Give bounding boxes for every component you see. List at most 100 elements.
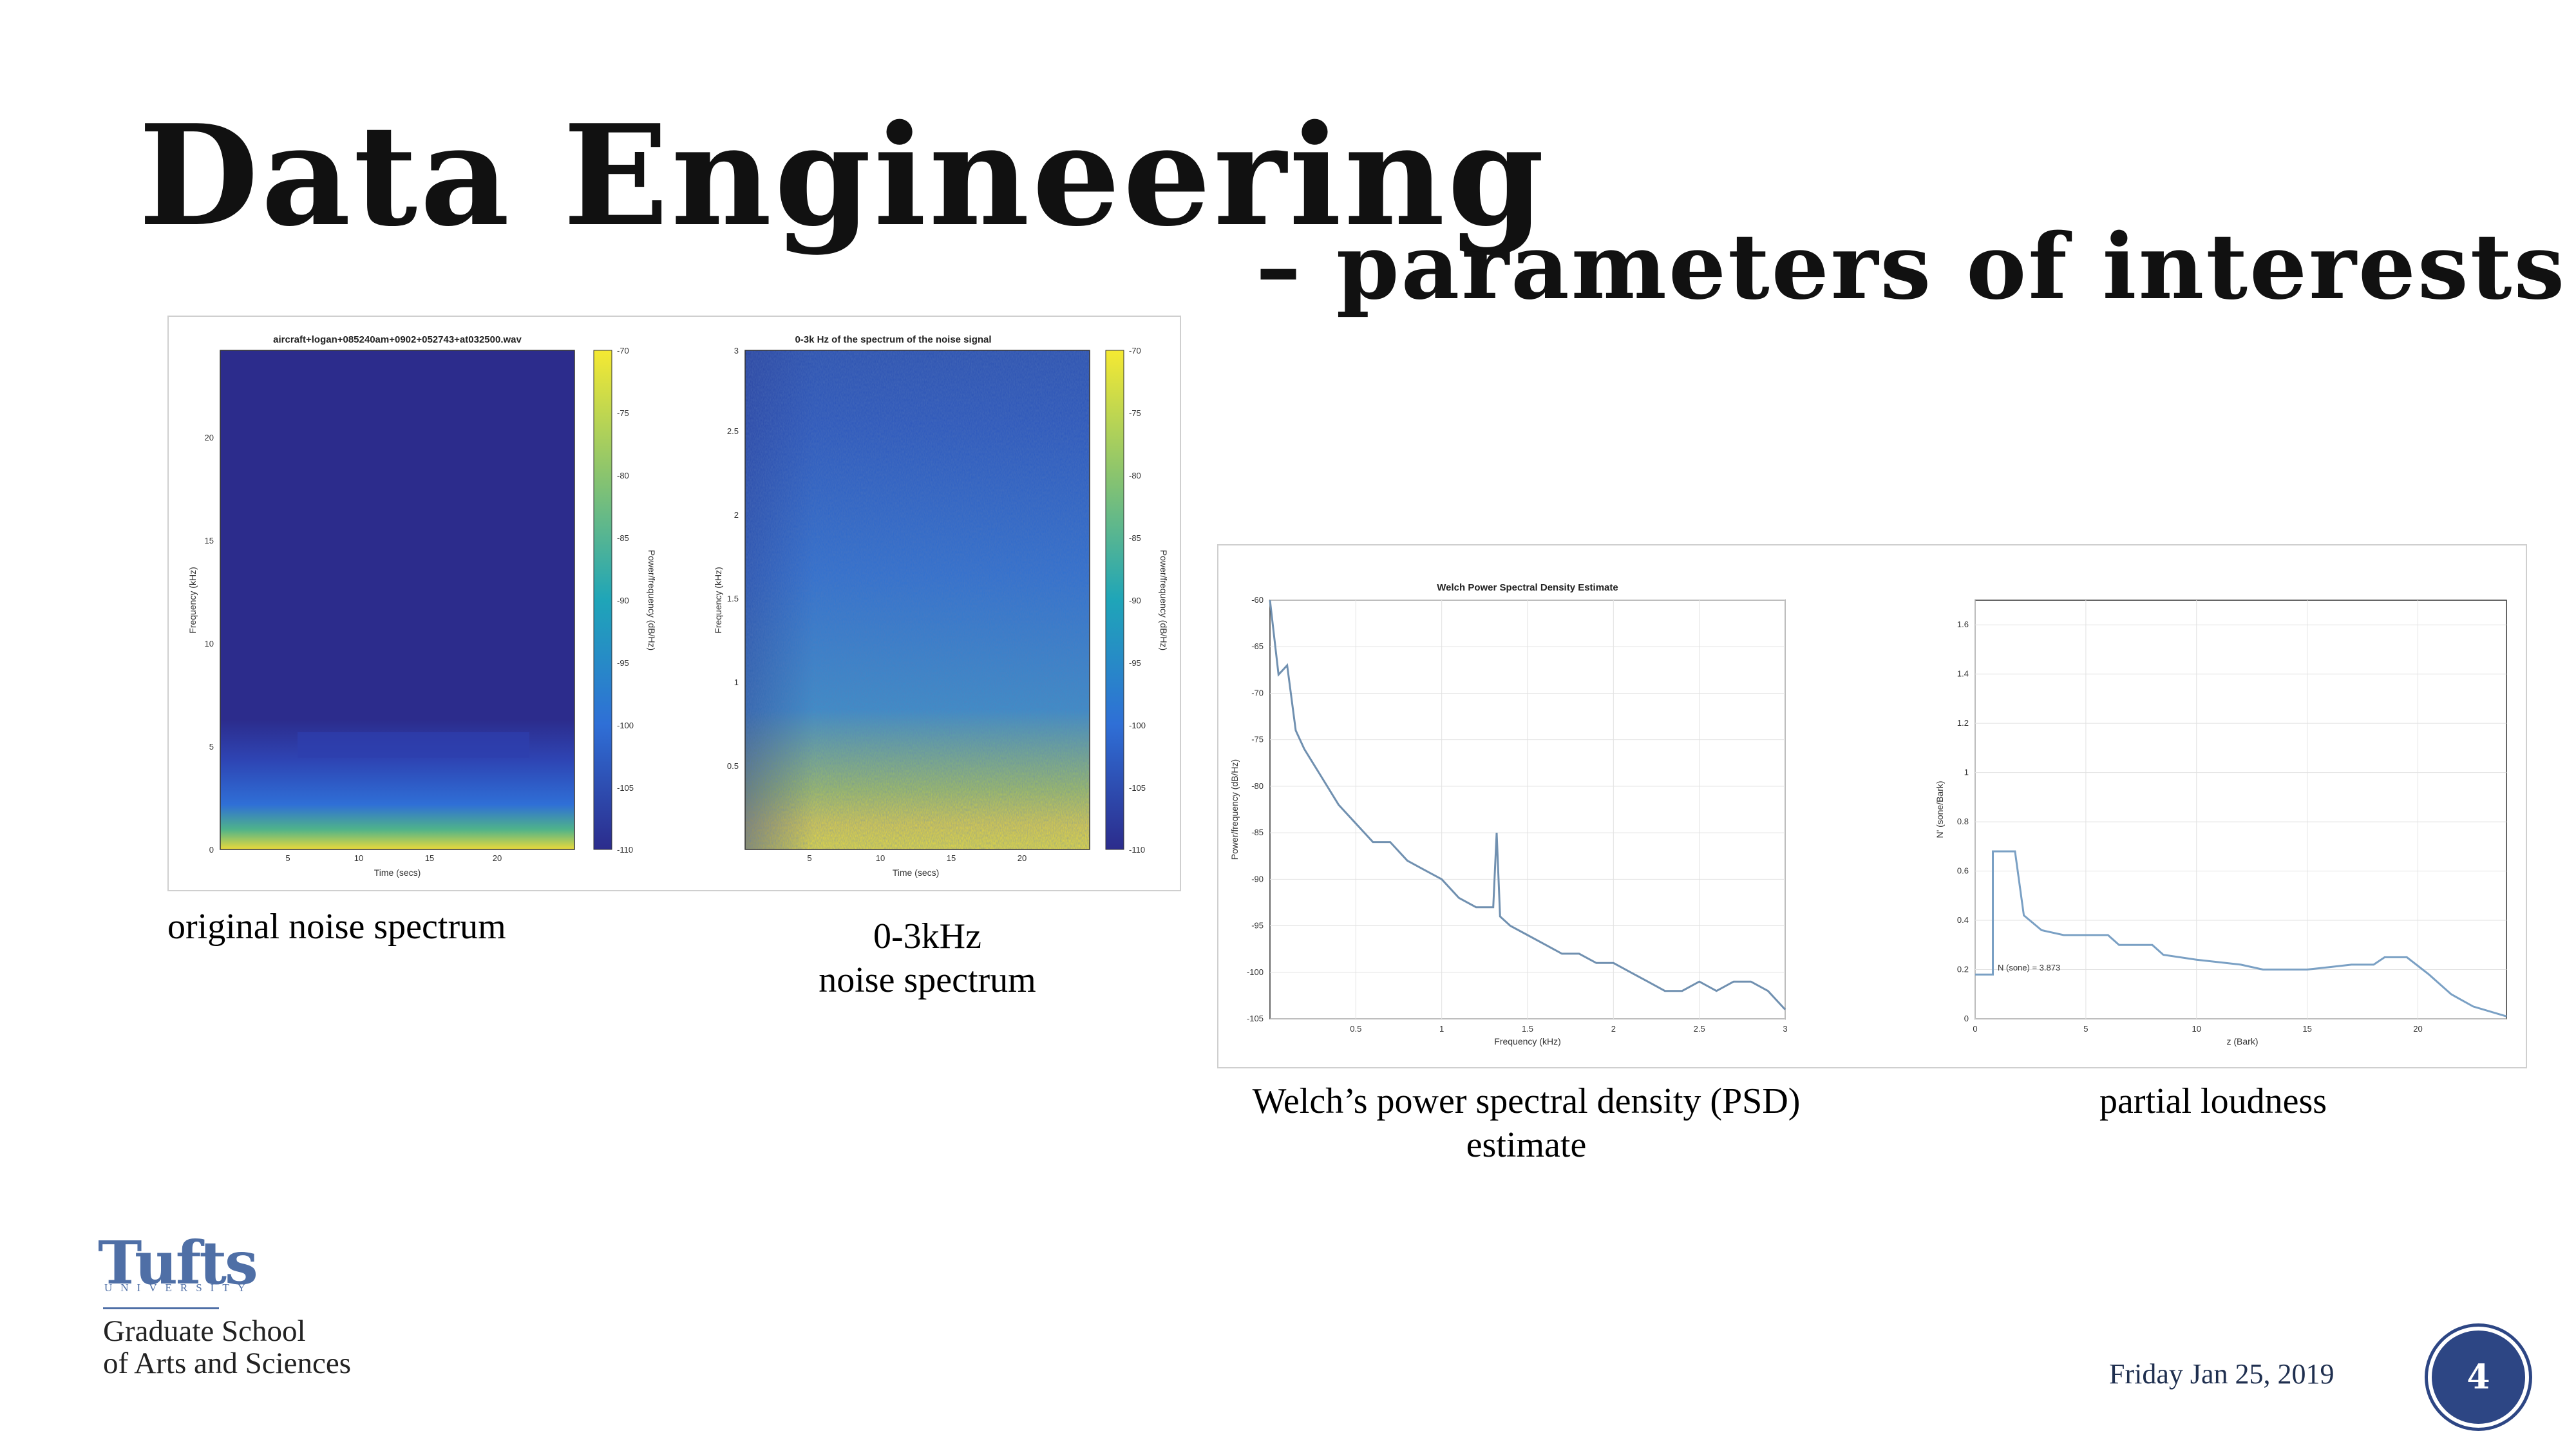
spectrogram-2-colorbar (1105, 350, 1124, 850)
colorbar-tick: -70 (617, 346, 629, 355)
psd-loudness-figure: Welch Power Spectral Density Estimate -6… (1217, 544, 2527, 1068)
caption-welch-line2: estimate (1466, 1125, 1587, 1165)
colorbar-tick: -80 (617, 471, 629, 480)
slide-subtitle: – parameters of interests (1256, 214, 2567, 320)
spectrogram-2-ytick: 3 (734, 346, 739, 355)
spectrogram-1-xtick: 10 (354, 853, 363, 863)
psd-series-line (1269, 600, 1786, 1010)
spectrogram-2-noise (745, 350, 1090, 849)
spectrogram-1-xtick: 5 (285, 853, 290, 863)
spectrogram-2-colorbar-ticks: -70 -75 -80 -85 -90 -95 -100 -105 -110 (1129, 346, 1146, 855)
y-tick-label: -90 (1251, 874, 1264, 884)
x-tick-label: 15 (2302, 1024, 2311, 1034)
y-tick-label: 1 (1964, 768, 1969, 777)
colorbar-tick: -90 (617, 596, 629, 605)
colorbar-tick: -110 (617, 845, 633, 855)
spectrogram-1-yticks: 0 5 10 15 20 (205, 433, 214, 855)
colorbar-tick: -75 (1129, 408, 1141, 418)
spectrogram-1-colorbar (593, 350, 612, 850)
y-tick-label: -85 (1251, 828, 1264, 837)
spectrogram-2-ytick: 2 (734, 510, 739, 520)
caption-welch-line1: Welch’s power spectral density (PSD) (1252, 1081, 1801, 1121)
spectrogram-2-xticks: 5 10 15 20 (807, 853, 1027, 863)
psd-xticks: 0.5 1 1.5 2 2.5 3 (1350, 1024, 1787, 1034)
y-tick-label: -95 (1251, 921, 1264, 931)
spectrogram-1-title: aircraft+logan+085240am+0902+052743+at03… (273, 334, 522, 345)
colorbar-tick: -70 (1129, 346, 1141, 355)
spectrogram-2-ytick: 2.5 (727, 426, 739, 436)
school-name: Graduate School of Arts and Sciences (103, 1315, 351, 1379)
y-tick-label: 0.4 (1957, 915, 1969, 925)
x-tick-label: 2 (1611, 1024, 1616, 1034)
psd-loudness-svg: Welch Power Spectral Density Estimate -6… (1229, 582, 2507, 1046)
spectrogram-1-colorbar-ticks: -70 -75 -80 -85 -90 -95 -100 -105 -110 (617, 346, 634, 855)
spectrogram-1-xlabel: Time (secs) (374, 867, 421, 878)
spectrogram-1-frame (220, 350, 575, 850)
spectrogram-1-plot (220, 350, 574, 849)
tufts-logo-rule (103, 1307, 219, 1309)
school-name-line2: of Arts and Sciences (103, 1347, 352, 1380)
colorbar-tick: -85 (1129, 533, 1141, 543)
spectrogram-1-xticks: 5 10 15 20 (285, 853, 502, 863)
loudness-annotation: N (sone) = 3.873 (1998, 963, 2060, 972)
x-tick-label: 0 (1973, 1024, 1977, 1034)
tufts-logo-wordmark: Tufts (98, 1228, 258, 1298)
y-tick-label: -75 (1251, 735, 1264, 744)
colorbar-tick: -100 (1129, 721, 1146, 730)
x-tick-label: 1 (1439, 1024, 1444, 1034)
x-tick-label: 1.5 (1522, 1024, 1533, 1034)
school-name-line1: Graduate School (103, 1314, 306, 1348)
loudness-grid (1975, 600, 2506, 1019)
caption-khz-spectrum-line2: noise spectrum (819, 960, 1036, 1000)
spectrogram-2-yticks: 0.5 1 1.5 2 2.5 3 (727, 346, 739, 771)
spectrogram-2-xlabel: Time (secs) (893, 867, 940, 878)
psd-xlabel: Frequency (kHz) (1494, 1036, 1560, 1046)
y-tick-label: -65 (1251, 641, 1264, 651)
y-tick-label: -100 (1247, 967, 1264, 977)
colorbar-tick: -110 (1129, 845, 1145, 855)
colorbar-tick: -95 (1129, 658, 1141, 668)
caption-partial-loudness: partial loudness (2099, 1081, 2327, 1121)
spectrogram-2-ytick: 1 (734, 677, 739, 687)
colorbar-tick: -75 (617, 408, 629, 418)
y-tick-label: 0.2 (1957, 965, 1969, 974)
page-number-badge: 4 (2428, 1327, 2529, 1428)
y-tick-label: 1.2 (1957, 718, 1969, 728)
spectrogram-2-xtick: 5 (807, 853, 811, 863)
spectrogram-2-xtick: 15 (947, 853, 956, 863)
x-tick-label: 3 (1783, 1024, 1787, 1034)
spectrogram-1-xtick: 20 (493, 853, 502, 863)
y-tick-label: -70 (1251, 688, 1264, 697)
loudness-series-line (1975, 850, 2507, 1018)
caption-khz-spectrum-line1: 0-3kHz (873, 916, 981, 956)
spectrogram-2-title: 0-3k Hz of the spectrum of the noise sig… (795, 334, 991, 345)
spectrogram-2-xtick: 10 (876, 853, 885, 863)
spectrogram-2-ytick: 0.5 (727, 761, 739, 771)
spectrogram-1-ytick: 10 (205, 639, 214, 649)
spectrogram-2-ylabel: Frequency (kHz) (713, 567, 723, 633)
colorbar-tick: -90 (1129, 596, 1141, 605)
psd-grid (1270, 600, 1786, 1019)
y-tick-label: 1.6 (1957, 620, 1969, 629)
slide-title: Data Engineering (138, 94, 1547, 257)
y-tick-label: 0.8 (1957, 817, 1969, 826)
x-tick-label: 5 (2083, 1024, 2088, 1034)
psd-title: Welch Power Spectral Density Estimate (1437, 582, 1618, 593)
loudness-yticks: 0 0.2 0.4 0.6 0.8 1 1.2 1.4 1.6 (1957, 620, 1969, 1023)
spectrogram-svg: aircraft+logan+085240am+0902+052743+at03… (187, 334, 1169, 878)
spectrogram-1-xtick: 15 (425, 853, 434, 863)
x-tick-label: 10 (2192, 1024, 2201, 1034)
y-tick-label: -80 (1251, 781, 1264, 791)
x-tick-label: 2.5 (1694, 1024, 1705, 1034)
loudness-xlabel: z (Bark) (2227, 1036, 2259, 1046)
loudness-ylabel: N' (sone/Bark) (1935, 781, 1945, 838)
y-tick-label: 0.6 (1957, 866, 1969, 876)
spectrogram-1-band (298, 732, 529, 758)
psd-yticks: -60 -65 -70 -75 -80 -85 -90 -95 -100 -105 (1247, 595, 1264, 1023)
colorbar-tick: -100 (617, 721, 634, 730)
x-tick-label: 0.5 (1350, 1024, 1361, 1034)
spectrogram-1-ytick: 0 (209, 845, 214, 855)
x-tick-label: 20 (2413, 1024, 2422, 1034)
caption-original-spectrum: original noise spectrum (167, 907, 506, 947)
spectrogram-2-frame (744, 350, 1090, 850)
